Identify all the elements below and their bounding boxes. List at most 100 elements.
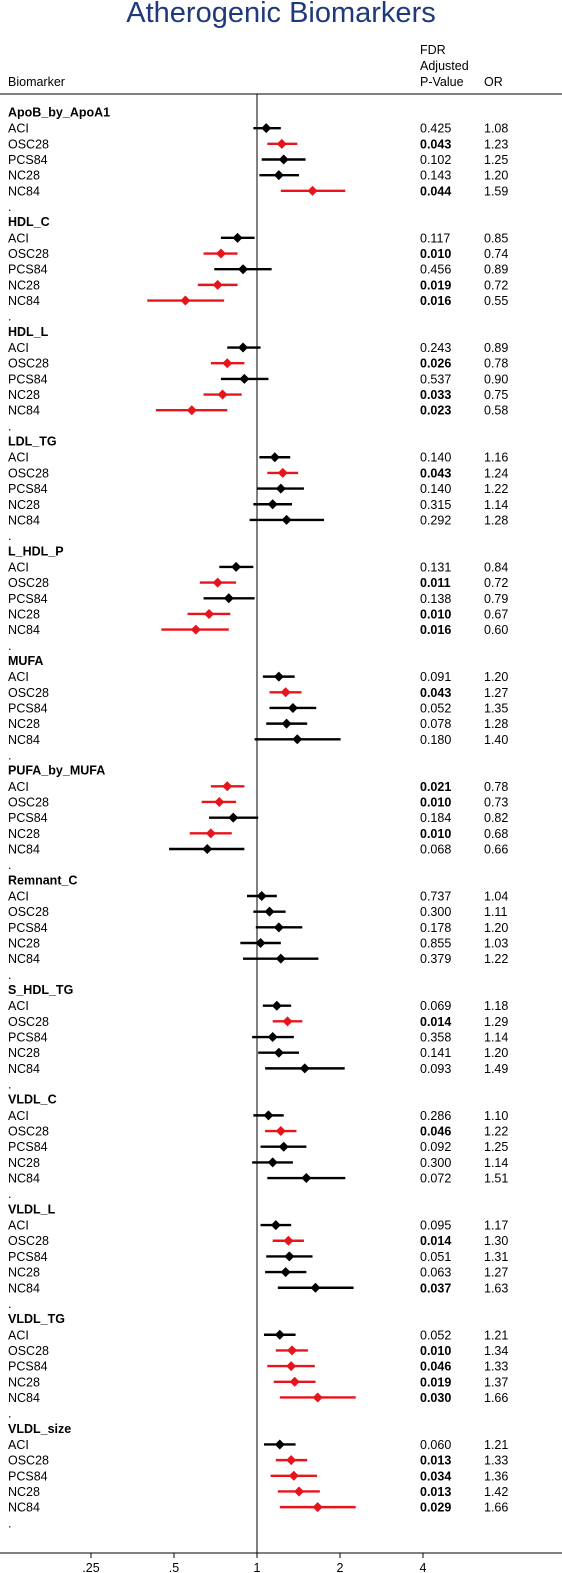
- point-estimate-marker: [277, 467, 288, 478]
- odds-ratio: 1.21: [484, 1438, 508, 1452]
- odds-ratio: 1.11: [484, 905, 507, 919]
- row-label: ACI: [8, 1109, 29, 1123]
- point-estimate-marker: [204, 608, 215, 619]
- group-label: VLDL_L: [8, 1202, 56, 1216]
- odds-ratio: 1.24: [484, 466, 508, 480]
- group-spacer-dot: .: [8, 1516, 11, 1530]
- p-value: 0.379: [420, 952, 451, 966]
- group-spacer-dot: .: [8, 968, 11, 982]
- p-value: 0.117: [420, 231, 450, 245]
- p-value: 0.010: [420, 795, 451, 809]
- row-label: NC28: [8, 1156, 40, 1170]
- odds-ratio: 1.33: [484, 1454, 508, 1468]
- point-estimate-marker: [281, 514, 292, 525]
- group-spacer-dot: .: [8, 529, 11, 543]
- x-tick-label: 2: [337, 1561, 344, 1573]
- row-label: OSC28: [8, 1234, 49, 1248]
- row-label: PCS84: [8, 372, 48, 386]
- row-label: OSC28: [8, 1454, 49, 1468]
- odds-ratio: 1.28: [484, 513, 508, 527]
- point-estimate-marker: [275, 1126, 286, 1137]
- point-estimate-marker: [238, 264, 249, 275]
- point-estimate-marker: [292, 734, 303, 745]
- p-value: 0.180: [420, 733, 451, 747]
- odds-ratio: 1.23: [484, 137, 508, 151]
- group-label: LDL_TG: [8, 435, 57, 449]
- odds-ratio: 1.27: [484, 1266, 508, 1280]
- odds-ratio: 1.25: [484, 153, 508, 167]
- point-estimate-marker: [289, 1376, 300, 1387]
- point-estimate-marker: [271, 1000, 282, 1011]
- odds-ratio: 1.31: [484, 1250, 508, 1264]
- odds-ratio: 1.16: [484, 451, 508, 465]
- point-estimate-marker: [280, 1267, 291, 1278]
- p-value: 0.051: [420, 1250, 451, 1264]
- x-tick-label: 1: [254, 1561, 261, 1573]
- odds-ratio: 1.22: [484, 952, 508, 966]
- row-label: NC84: [8, 1391, 40, 1405]
- odds-ratio: 1.51: [484, 1172, 508, 1186]
- row-label: ACI: [8, 1219, 29, 1233]
- header-biomarker: Biomarker: [8, 75, 65, 89]
- header-pvalue-line-2: Adjusted: [420, 59, 469, 73]
- odds-ratio: 1.42: [484, 1485, 508, 1499]
- row-label: NC84: [8, 1062, 40, 1076]
- row-label: NC28: [8, 937, 40, 951]
- p-value: 0.044: [420, 184, 451, 198]
- x-tick-label: 4: [420, 1561, 427, 1573]
- point-estimate-marker: [222, 358, 233, 369]
- odds-ratio: 1.20: [484, 169, 508, 183]
- p-value: 0.102: [420, 153, 451, 167]
- row-label: NC84: [8, 952, 40, 966]
- odds-ratio: 0.75: [484, 388, 508, 402]
- p-value: 0.300: [420, 1156, 451, 1170]
- row-label: OSC28: [8, 1015, 49, 1029]
- row-label: OSC28: [8, 795, 49, 809]
- point-estimate-marker: [270, 1220, 281, 1231]
- point-estimate-marker: [274, 1439, 285, 1450]
- p-value: 0.138: [420, 592, 451, 606]
- point-estimate-marker: [288, 1470, 299, 1481]
- odds-ratio: 1.17: [484, 1219, 508, 1233]
- point-estimate-marker: [284, 1251, 295, 1262]
- p-value: 0.019: [420, 278, 451, 292]
- p-value: 0.052: [420, 1328, 451, 1342]
- p-value: 0.092: [420, 1140, 451, 1154]
- row-label: NC84: [8, 1172, 40, 1186]
- point-estimate-marker: [274, 1329, 285, 1340]
- p-value: 0.425: [420, 122, 451, 136]
- p-value: 0.037: [420, 1281, 451, 1295]
- p-value: 0.537: [420, 372, 451, 386]
- p-value: 0.456: [420, 263, 451, 277]
- odds-ratio: 1.37: [484, 1375, 508, 1389]
- odds-ratio: 1.27: [484, 686, 508, 700]
- point-estimate-marker: [273, 170, 284, 181]
- p-value: 0.046: [420, 1360, 451, 1374]
- group-spacer-dot: .: [8, 748, 11, 762]
- odds-ratio: 0.82: [484, 811, 508, 825]
- point-estimate-marker: [275, 953, 286, 964]
- row-label: NC28: [8, 498, 40, 512]
- row-label: NC28: [8, 278, 40, 292]
- x-tick-label: .5: [169, 1561, 179, 1573]
- point-estimate-marker: [293, 1486, 304, 1497]
- point-estimate-marker: [312, 1502, 323, 1513]
- point-estimate-marker: [217, 389, 228, 400]
- point-estimate-marker: [287, 702, 298, 713]
- odds-ratio: 1.30: [484, 1234, 508, 1248]
- point-estimate-marker: [239, 373, 250, 384]
- point-estimate-marker: [267, 499, 278, 510]
- group-spacer-dot: .: [8, 1078, 11, 1092]
- p-value: 0.131: [420, 560, 451, 574]
- row-label: NC28: [8, 827, 40, 841]
- point-estimate-marker: [281, 718, 292, 729]
- row-label: NC84: [8, 623, 40, 637]
- row-label: PCS84: [8, 592, 48, 606]
- point-estimate-marker: [205, 828, 216, 839]
- odds-ratio: 0.55: [484, 294, 508, 308]
- group-spacer-dot: .: [8, 1407, 11, 1421]
- x-tick-label: .25: [82, 1561, 99, 1573]
- odds-ratio: 1.18: [484, 999, 508, 1013]
- row-label: ACI: [8, 780, 29, 794]
- point-estimate-marker: [238, 342, 249, 353]
